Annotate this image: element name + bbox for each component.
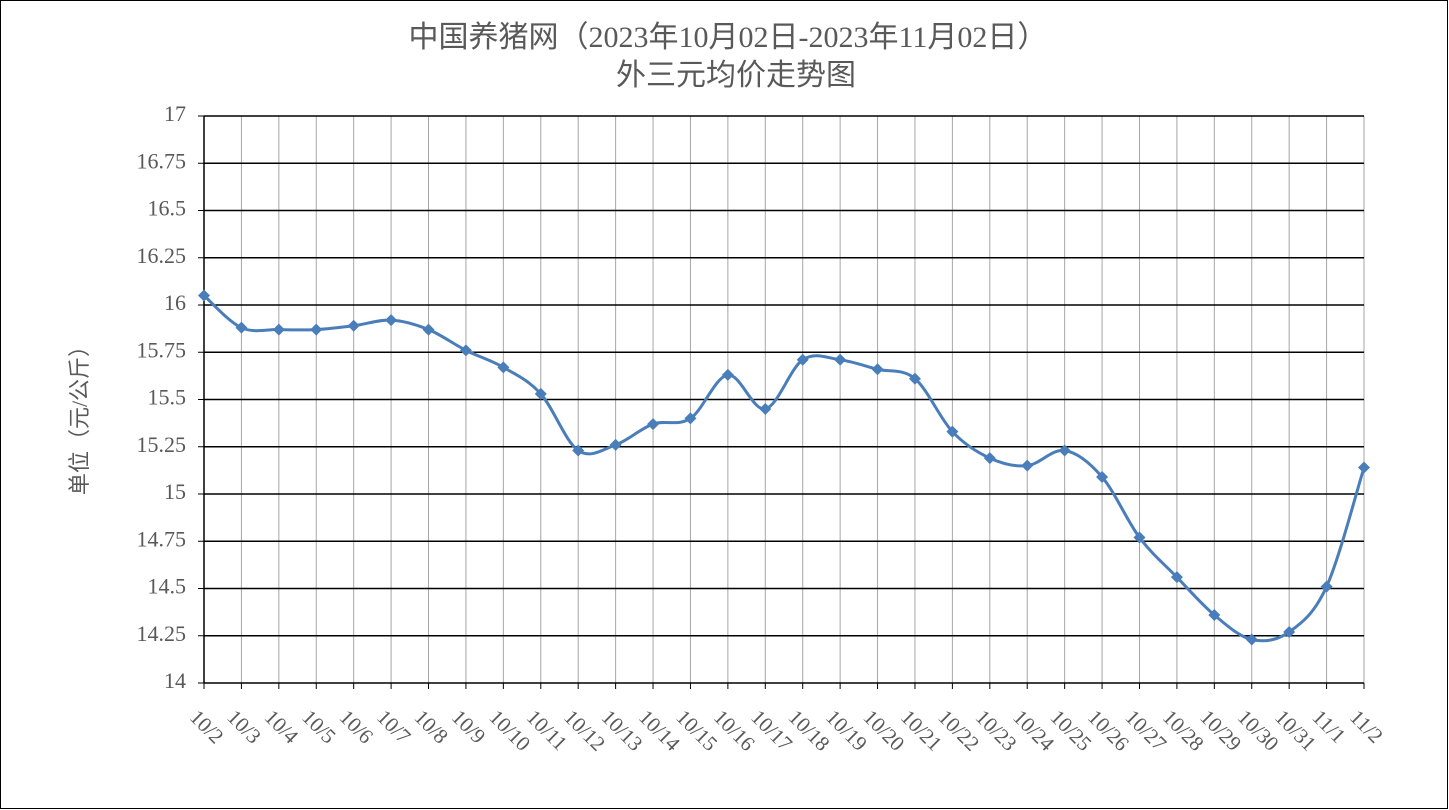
data-point [459,344,472,357]
data-point [1021,459,1034,472]
data-point [1096,470,1109,483]
data-point [310,323,323,336]
data-point [1208,608,1221,621]
y-tick-label: 16 [164,290,186,315]
data-point [946,425,959,438]
y-tick-label: 14.5 [148,574,187,599]
data-point [235,321,248,334]
y-tick-label: 16.75 [137,148,187,173]
data-point [983,452,996,465]
data-point [1170,571,1183,584]
data-point [385,314,398,327]
y-tick-label: 15.5 [148,385,187,410]
data-point [1133,531,1146,544]
data-point [796,353,809,366]
y-axis-label: 单位（元/公斤） [67,335,92,495]
data-point [1358,461,1370,474]
y-tick-label: 15.75 [137,337,187,362]
data-point [572,444,585,457]
y-tick-label: 15.25 [137,432,187,457]
data-point [684,412,697,425]
chart-subtitle: 外三元均价走势图 [616,59,856,92]
data-point [198,289,210,302]
y-tick-label: 17 [164,101,186,126]
y-tick-label: 14.25 [137,621,187,646]
y-tick-label: 14 [164,668,186,693]
data-point [609,438,622,451]
data-point [1058,444,1071,457]
data-point [721,368,734,381]
data-point [422,323,435,336]
data-point [759,402,772,415]
data-point [497,361,510,374]
y-tick-label: 14.75 [137,526,187,551]
data-point [871,363,884,376]
data-point [647,418,660,431]
data-point [1245,633,1258,646]
y-tick-label: 16.5 [148,196,187,221]
y-tick-label: 15 [164,479,186,504]
data-point [1320,580,1333,593]
data-point [534,387,547,400]
data-point [1283,625,1296,638]
chart-title: 中国养猪网（2023年10月02日-2023年11月02日） [409,21,1048,54]
data-point [347,319,360,332]
data-point [908,372,921,385]
data-point [834,353,847,366]
data-point [272,323,285,336]
y-tick-label: 16.25 [137,243,187,268]
